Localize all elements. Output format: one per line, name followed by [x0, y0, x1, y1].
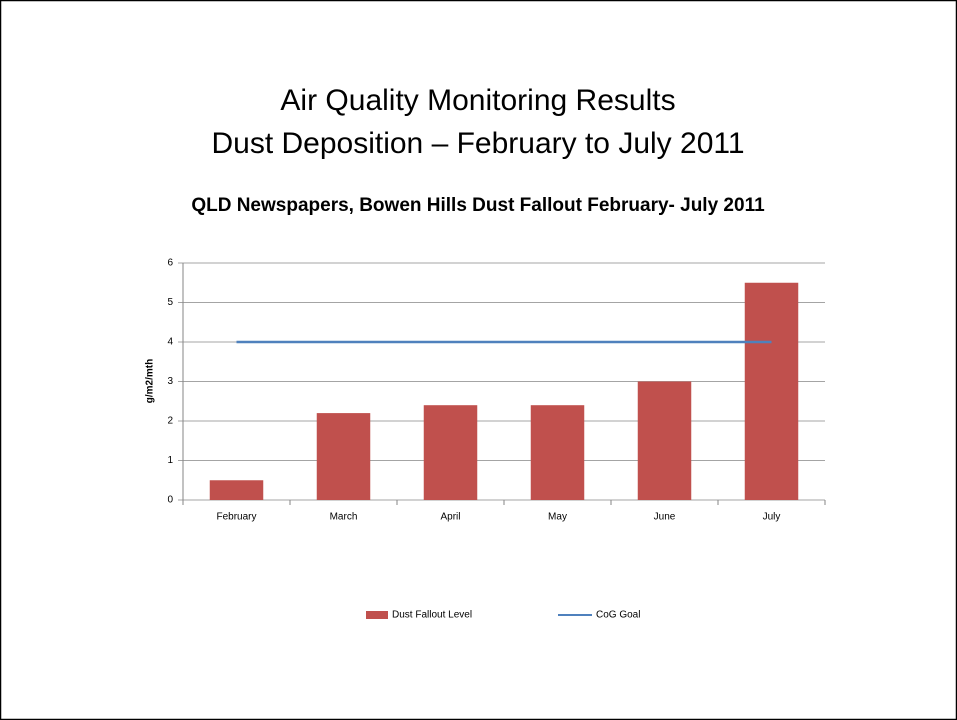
y-axis-label: g/m2/mth	[145, 359, 156, 403]
x-tick-label: April	[440, 512, 460, 523]
y-tick-label: 6	[167, 258, 173, 269]
y-tick-label: 3	[167, 376, 173, 387]
bar	[637, 381, 692, 500]
y-tick-label: 4	[167, 337, 173, 348]
y-tick-label: 0	[167, 495, 173, 506]
legend-swatch	[366, 611, 388, 619]
x-tick-label: July	[763, 512, 781, 523]
chart-title-box: QLD Newspapers, Bowen Hills Dust Fallout…	[191, 195, 765, 216]
x-tick-label: March	[330, 512, 358, 523]
x-tick-label: June	[654, 512, 676, 523]
x-tick-label: May	[548, 512, 567, 523]
bar	[423, 405, 478, 500]
y-tick-label: 2	[167, 416, 173, 427]
x-tick-label: February	[216, 512, 256, 523]
y-tick-label: 1	[167, 455, 173, 466]
slide-title: Dust Deposition – February to July 2011	[211, 127, 744, 160]
bar	[209, 480, 264, 500]
slide-title: Air Quality Monitoring Results	[280, 84, 675, 117]
bar	[316, 413, 371, 500]
y-tick-label: 5	[167, 297, 173, 308]
bar	[530, 405, 585, 500]
bar	[744, 282, 799, 500]
legend-label: CoG Goal	[596, 610, 640, 621]
chart-title: QLD Newspapers, Bowen Hills Dust Fallout…	[191, 195, 765, 216]
legend-label: Dust Fallout Level	[392, 610, 472, 621]
